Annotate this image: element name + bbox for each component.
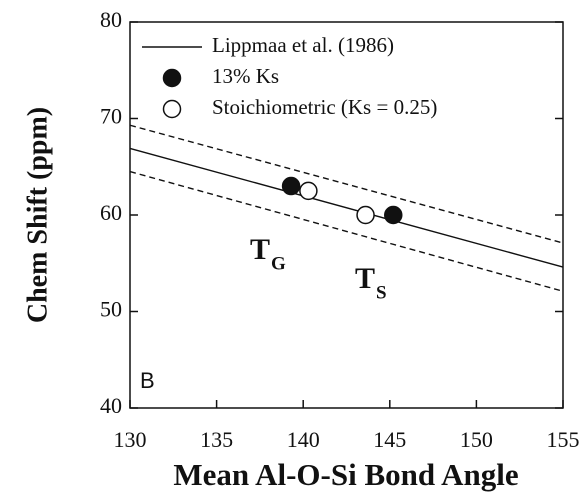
x-tick-label: 135 <box>200 427 233 452</box>
x-tick-label: 130 <box>114 427 147 452</box>
y-axis-label: Chem Shift (ppm) <box>22 107 53 323</box>
data-point <box>299 181 318 201</box>
x-tick-label: 155 <box>547 427 580 452</box>
dashed-line <box>129 170 564 292</box>
legend-label: 13% Ks <box>212 64 279 88</box>
x-axis-label: Mean Al-O-Si Bond Angle <box>173 457 518 492</box>
annotation: T <box>355 262 375 295</box>
plot-frame <box>129 21 564 409</box>
dashed-line <box>129 124 564 244</box>
data-point <box>281 176 301 196</box>
fit-line <box>129 147 564 268</box>
legend-label: Stoichiometric (Ks = 0.25) <box>212 95 437 119</box>
y-tick-label: 40 <box>100 393 122 418</box>
panel-label: B <box>140 368 155 393</box>
data-point <box>356 205 375 225</box>
legend-marker <box>162 99 182 119</box>
y-tick-label: 80 <box>100 7 122 32</box>
annotation-subscript: S <box>376 282 387 303</box>
x-tick-label: 140 <box>287 427 320 452</box>
x-tick-label: 150 <box>460 427 493 452</box>
y-tick-label: 60 <box>100 200 122 225</box>
legend-label: Lippmaa et al. (1986) <box>212 33 394 57</box>
annotation: T <box>250 233 270 266</box>
annotation-subscript: G <box>271 253 286 274</box>
legend-marker <box>162 68 182 88</box>
x-tick-label: 145 <box>373 427 406 452</box>
data-point <box>384 205 403 225</box>
y-tick-label: 50 <box>100 297 122 322</box>
y-tick-label: 70 <box>100 104 122 129</box>
